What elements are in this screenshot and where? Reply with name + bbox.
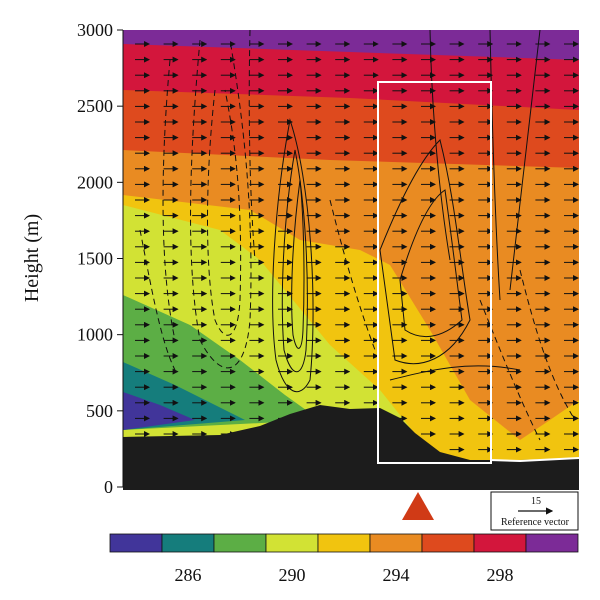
colorbar-swatch: [109, 533, 163, 553]
y-tick-label: 3000: [77, 20, 113, 40]
terrain-snow-edge: [489, 457, 580, 463]
y-tick-label: 1000: [77, 325, 113, 345]
colorbar-tick-label: 294: [383, 565, 410, 585]
colorbar-tick-label: 298: [487, 565, 514, 585]
colorbar-swatch: [317, 533, 371, 553]
colorbar-swatch: [525, 533, 579, 553]
theta-color-bands: [123, 30, 579, 487]
colorbar-swatch: [369, 533, 423, 553]
y-tick-label: 0: [104, 477, 113, 497]
contour-solid-3: [291, 179, 305, 349]
y-tick-label: 500: [86, 401, 113, 421]
reference-vector-value: 15: [531, 496, 541, 507]
contour-solid-1: [272, 118, 314, 392]
location-marker-triangle: [402, 492, 434, 520]
contour-dashed-5: [329, 199, 376, 351]
y-axis-title: Height (m): [21, 214, 43, 302]
y-tick-label: 2500: [77, 96, 113, 116]
contour-solid-6: [389, 365, 521, 381]
contour-solid-2: [281, 149, 308, 373]
colorbar-swatch: [213, 533, 267, 553]
reference-vector-label: Reference vector: [501, 517, 570, 528]
y-tick-label: 1500: [77, 249, 113, 269]
colorbar-swatch: [421, 533, 475, 553]
contour-solid-8: [489, 30, 501, 301]
colorbar-swatch: [161, 533, 215, 553]
contour-dashed-1: [190, 39, 252, 369]
contour-solid-5: [399, 189, 463, 338]
y-axis: 0 500 1000 1500 2000 2500 3000: [77, 20, 124, 497]
contour-dashed-2: [207, 89, 242, 336]
colorbar-swatch: [265, 533, 319, 553]
y-tick-label: 2000: [77, 172, 113, 192]
contour-solid-9: [509, 30, 541, 291]
contour-dashed-3: [162, 59, 176, 341]
colorbar-swatch: [473, 533, 527, 553]
contour-dashed-8: [248, 30, 256, 261]
colorbar: 286 290 294 298: [109, 533, 579, 585]
colorbar-tick-label: 290: [279, 565, 306, 585]
contour-solid-7: [429, 30, 451, 261]
highlight-box: [377, 81, 492, 464]
terrain: [123, 405, 579, 490]
contour-dashed-7: [519, 269, 576, 421]
reference-vector-box: 15 Reference vector: [490, 491, 579, 531]
contour-lines: [139, 30, 576, 441]
contour-solid-4: [379, 139, 471, 365]
colorbar-tick-label: 286: [175, 565, 202, 585]
contour-dashed-4: [139, 229, 176, 371]
